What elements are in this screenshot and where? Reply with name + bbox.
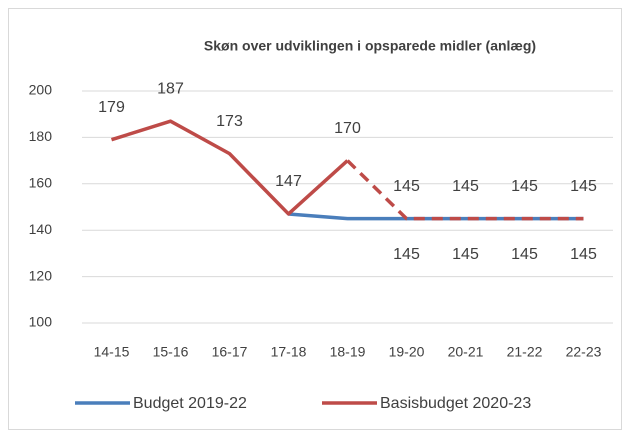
x-tick-label: 17-18	[271, 344, 307, 360]
data-label: 145	[511, 178, 538, 195]
data-label: 173	[216, 113, 243, 130]
legend-label: Basisbudget 2020-23	[380, 395, 531, 412]
y-tick-label: 120	[29, 267, 53, 283]
y-tick-label: 200	[29, 82, 53, 98]
series-line	[346, 159, 584, 221]
data-label: 145	[452, 178, 479, 195]
data-label: 170	[334, 120, 361, 137]
x-tick-label: 21-22	[507, 344, 543, 360]
x-tick-label: 22-23	[566, 344, 602, 360]
data-label: 145	[570, 246, 597, 263]
data-label: 145	[452, 246, 479, 263]
data-label: 145	[511, 246, 538, 263]
y-tick-label: 140	[29, 221, 53, 237]
data-label: 145	[570, 178, 597, 195]
x-tick-label: 18-19	[330, 344, 366, 360]
y-tick-label: 100	[29, 314, 53, 330]
data-label: 187	[157, 80, 184, 97]
y-tick-label: 160	[29, 175, 53, 191]
data-label: 145	[393, 178, 420, 195]
data-label: 179	[98, 99, 125, 116]
x-tick-label: 19-20	[389, 344, 425, 360]
x-tick-label: 15-16	[153, 344, 189, 360]
x-tick-label: 14-15	[94, 344, 130, 360]
series-line	[110, 119, 349, 216]
chart-title: Skøn over udviklingen i opsparede midler…	[204, 38, 536, 54]
y-tick-label: 180	[29, 128, 53, 144]
data-label: 147	[275, 173, 302, 190]
data-label: 145	[393, 246, 420, 263]
legend-label: Budget 2019-22	[133, 395, 247, 412]
x-tick-label: 20-21	[448, 344, 484, 360]
x-tick-label: 16-17	[212, 344, 248, 360]
